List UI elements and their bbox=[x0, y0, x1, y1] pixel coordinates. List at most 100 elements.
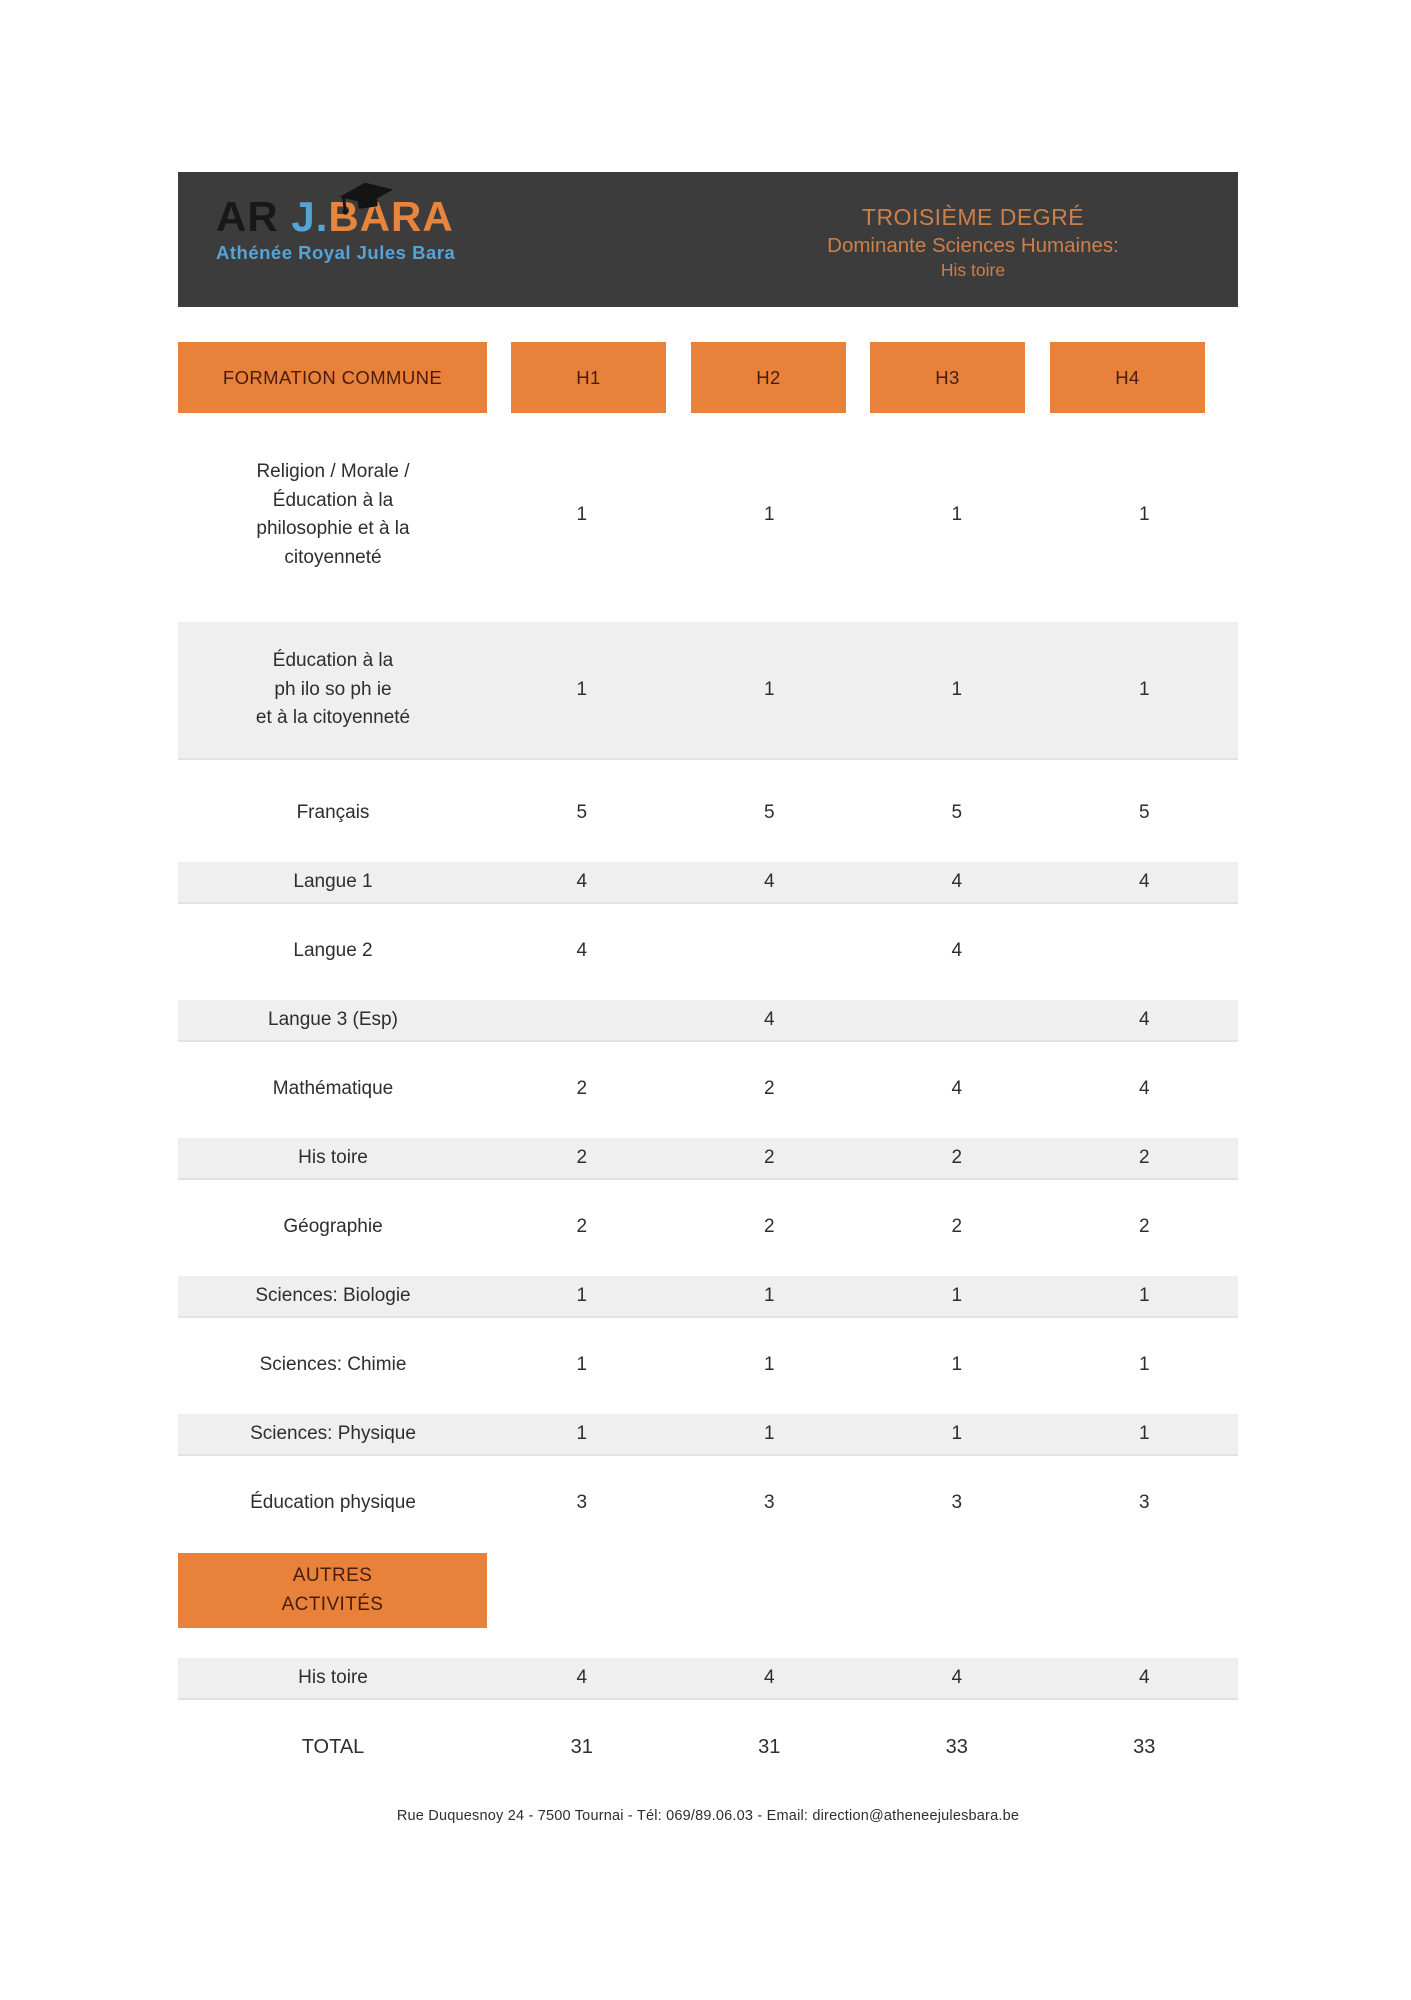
total-value-h1: 31 bbox=[570, 1736, 593, 1758]
logo-subtitle: Athénée Royal Jules Bara bbox=[216, 242, 456, 263]
section-header-autres-activites: AUTRES ACTIVITÉS bbox=[178, 1553, 487, 1628]
table-row: His toire 2 2 2 2 bbox=[178, 1138, 1238, 1180]
row-label: Géographie bbox=[283, 1215, 383, 1237]
row-label: Français bbox=[296, 801, 370, 823]
row-value-h2: 4 bbox=[763, 1008, 775, 1030]
table-row: Géographie 2 2 2 2 bbox=[178, 1207, 1238, 1247]
row-value-h1: 1 bbox=[576, 1353, 588, 1375]
row-value-h4: 1 bbox=[1138, 503, 1150, 525]
row-value-h3: 1 bbox=[951, 503, 963, 525]
row-value-h2: 2 bbox=[763, 1077, 775, 1099]
row-label: Religion / Morale / Éducation à la philo… bbox=[256, 461, 410, 568]
title-subject: His toire bbox=[940, 260, 1006, 281]
school-logo: AR J.BARA Athénée Royal Jules Bara bbox=[216, 182, 516, 264]
table-row: His toire 4 4 4 4 bbox=[178, 1658, 1238, 1700]
row-value-h1: 4 bbox=[576, 939, 588, 961]
row-value-h3: 4 bbox=[951, 1666, 963, 1688]
row-value-h1: 1 bbox=[576, 1422, 588, 1444]
table-row: Langue 3 (Esp) 4 4 bbox=[178, 1000, 1238, 1042]
row-value-h1: 1 bbox=[576, 678, 588, 700]
row-label: His toire bbox=[298, 1666, 368, 1688]
row-label: Mathématique bbox=[272, 1077, 394, 1099]
row-value-h4: 1 bbox=[1138, 1284, 1150, 1306]
row-value-h2: 3 bbox=[763, 1491, 775, 1513]
logo-j: J. bbox=[291, 193, 329, 240]
row-label: Éducation physique bbox=[250, 1491, 416, 1513]
row-value-h1: 3 bbox=[576, 1491, 588, 1513]
graduation-cap-icon bbox=[339, 182, 394, 215]
row-value-h3: 1 bbox=[951, 1422, 963, 1444]
row-value-h4: 4 bbox=[1138, 1666, 1150, 1688]
row-value-h1: 4 bbox=[576, 1666, 588, 1688]
logo-text: AR J.BARA bbox=[216, 196, 516, 238]
row-label: Langue 3 (Esp) bbox=[268, 1008, 398, 1030]
column-header-h1: H1 bbox=[511, 342, 666, 413]
table-row: Sciences: Chimie 1 1 1 1 bbox=[178, 1345, 1238, 1385]
table-row: Éducation physique 3 3 3 3 bbox=[178, 1483, 1238, 1523]
row-value-h3: 1 bbox=[951, 1284, 963, 1306]
row-value-h1: 2 bbox=[576, 1215, 588, 1237]
document-title: TROISIÈME DEGRÉ Dominante Sciences Humai… bbox=[738, 202, 1208, 283]
row-value-h2: 2 bbox=[763, 1146, 775, 1168]
row-value-h4: 3 bbox=[1138, 1491, 1150, 1513]
row-value-h1: 1 bbox=[576, 503, 588, 525]
title-dominante: Dominante Sciences Humaines: bbox=[827, 234, 1119, 258]
row-value-h2: 1 bbox=[763, 503, 775, 525]
row-value-h2: 1 bbox=[763, 678, 775, 700]
row-value-h3: 2 bbox=[951, 1146, 963, 1168]
row-label: His toire bbox=[298, 1146, 368, 1168]
row-value-h1: 2 bbox=[576, 1146, 588, 1168]
row-value-h3: 4 bbox=[951, 939, 963, 961]
title-degree: TROISIÈME DEGRÉ bbox=[861, 204, 1085, 230]
table-row: Langue 2 4 4 bbox=[178, 931, 1238, 971]
total-row: TOTAL 31 31 33 33 bbox=[178, 1727, 1238, 1767]
row-value-h3: 1 bbox=[951, 678, 963, 700]
table-row: Sciences: Biologie 1 1 1 1 bbox=[178, 1276, 1238, 1318]
row-value-h4: 1 bbox=[1138, 1422, 1150, 1444]
column-header-h3: H3 bbox=[870, 342, 1025, 413]
row-value-h3: 4 bbox=[951, 1077, 963, 1099]
row-value-h2: 1 bbox=[763, 1422, 775, 1444]
table-row: Français 5 5 5 5 bbox=[178, 793, 1238, 833]
column-header-formation-commune: FORMATION COMMUNE bbox=[178, 342, 487, 413]
row-value-h1: 2 bbox=[576, 1077, 588, 1099]
table-row: Sciences: Physique 1 1 1 1 bbox=[178, 1414, 1238, 1456]
column-header-h4: H4 bbox=[1050, 342, 1205, 413]
row-label: Sciences: Biologie bbox=[255, 1284, 411, 1306]
row-label: Langue 2 bbox=[293, 939, 373, 961]
table-row: Religion / Morale / Éducation à la philo… bbox=[178, 440, 1238, 590]
row-label: Langue 1 bbox=[293, 870, 373, 892]
row-value-h1: 5 bbox=[576, 801, 588, 823]
row-value-h3: 4 bbox=[951, 870, 963, 892]
row-value-h2: 4 bbox=[763, 1666, 775, 1688]
total-value-h3: 33 bbox=[945, 1736, 968, 1758]
row-value-h4: 2 bbox=[1138, 1215, 1150, 1237]
row-value-h4: 1 bbox=[1138, 1353, 1150, 1375]
row-value-h3: 1 bbox=[951, 1353, 963, 1375]
header-band: AR J.BARA Athénée Royal Jules Bara TROIS… bbox=[178, 172, 1238, 307]
row-value-h4: 1 bbox=[1138, 678, 1150, 700]
row-value-h4: 4 bbox=[1138, 1008, 1150, 1030]
logo-bara: BARA bbox=[328, 193, 454, 240]
row-value-h4: 5 bbox=[1138, 801, 1150, 823]
total-label: TOTAL bbox=[301, 1736, 365, 1758]
row-value-h2: 5 bbox=[763, 801, 775, 823]
row-value-h4: 4 bbox=[1138, 1077, 1150, 1099]
row-value-h2: 1 bbox=[763, 1353, 775, 1375]
row-value-h2: 2 bbox=[763, 1215, 775, 1237]
row-value-h3: 3 bbox=[951, 1491, 963, 1513]
row-value-h2: 4 bbox=[763, 870, 775, 892]
logo-ar: AR bbox=[216, 193, 292, 240]
row-value-h3: 5 bbox=[951, 801, 963, 823]
row-label: Sciences: Chimie bbox=[259, 1353, 407, 1375]
table-row: Langue 1 4 4 4 4 bbox=[178, 862, 1238, 904]
table-row: Mathématique 2 2 4 4 bbox=[178, 1069, 1238, 1109]
row-label: Éducation à la ph ilo so ph ie et à la c… bbox=[255, 650, 411, 729]
table-row: Éducation à la ph ilo so ph ie et à la c… bbox=[178, 622, 1238, 760]
row-value-h1: 4 bbox=[576, 870, 588, 892]
row-value-h1: 1 bbox=[576, 1284, 588, 1306]
row-value-h4: 2 bbox=[1138, 1146, 1150, 1168]
total-value-h4: 33 bbox=[1133, 1736, 1156, 1758]
row-value-h2: 1 bbox=[763, 1284, 775, 1306]
